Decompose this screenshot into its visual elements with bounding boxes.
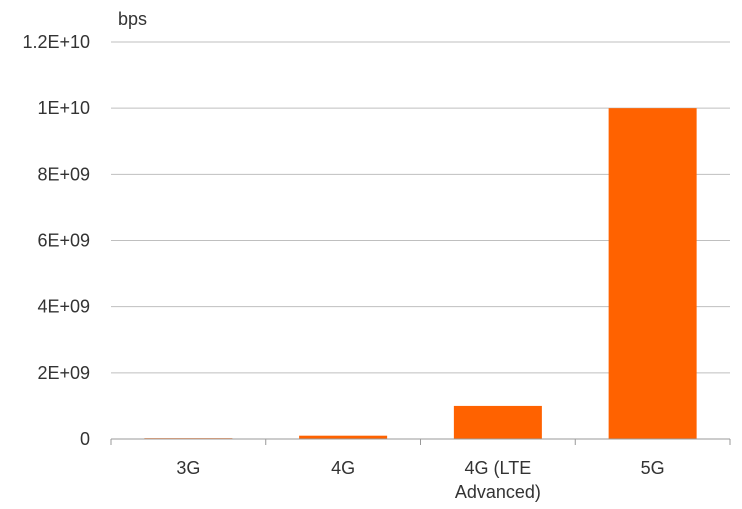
bar-4g — [299, 435, 388, 439]
y-tick-label: 1E+10 — [37, 98, 90, 118]
y-tick-label: 6E+09 — [37, 231, 90, 251]
bar-5g — [608, 108, 697, 440]
y-axis-unit-label: bps — [118, 9, 147, 29]
y-axis-tick-labels: 0 2E+09 4E+09 6E+09 8E+09 1E+10 1.2E+10 — [22, 32, 90, 449]
x-category-label: 5G — [641, 458, 665, 478]
bars — [144, 108, 697, 440]
y-tick-label: 8E+09 — [37, 164, 90, 184]
bar-4g-lte-advanced — [453, 405, 542, 439]
y-tick-label: 2E+09 — [37, 363, 90, 383]
x-category-label: 3G — [176, 458, 200, 478]
y-tick-label: 1.2E+10 — [22, 32, 90, 52]
y-tick-label: 0 — [80, 429, 90, 449]
x-axis — [110, 438, 731, 445]
y-tick-label: 4E+09 — [37, 297, 90, 317]
x-category-label: 4G — [331, 458, 355, 478]
x-category-label: 4G (LTE Advanced) — [455, 458, 541, 502]
x-axis-category-labels: 3G 4G 4G (LTE Advanced) 5G — [176, 458, 664, 502]
